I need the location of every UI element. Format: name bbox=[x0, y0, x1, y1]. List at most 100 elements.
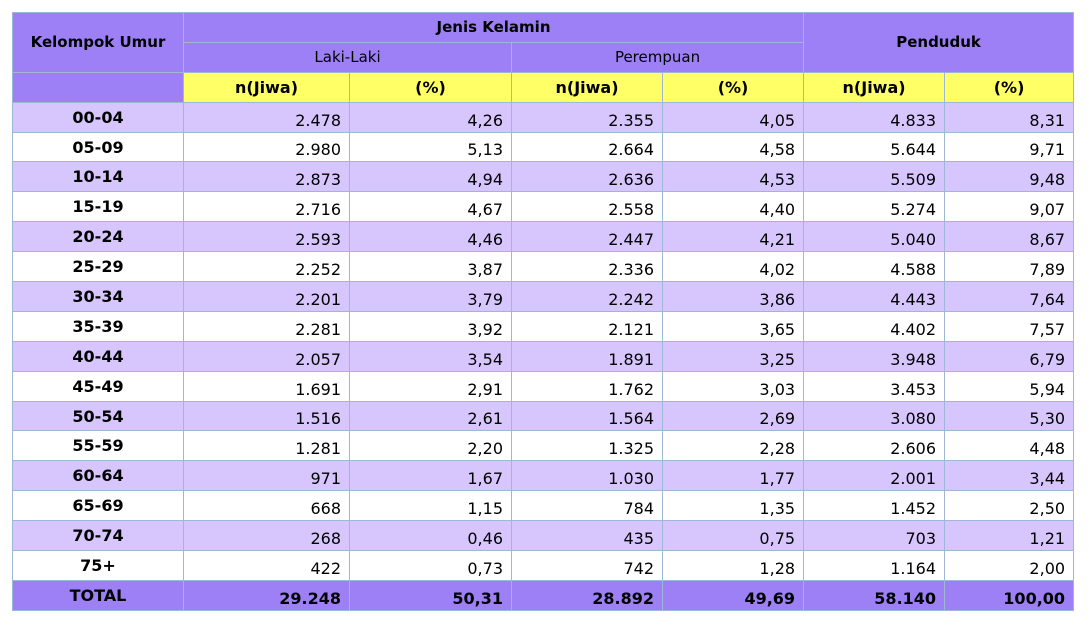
value-cell: 9,07 bbox=[944, 191, 1075, 223]
value-cell: 1.564 bbox=[511, 400, 663, 432]
value-cell: 1,15 bbox=[349, 490, 512, 522]
table-row: 35-39 2.281 3,92 2.121 3,65 4.402 7,57 bbox=[12, 310, 1075, 342]
header-cell bbox=[12, 71, 184, 103]
value-cell: 0,73 bbox=[349, 550, 512, 581]
age-group-cell: 45-49 bbox=[12, 370, 184, 402]
age-group-cell: 30-34 bbox=[12, 281, 184, 312]
value-cell: 268 bbox=[183, 520, 350, 552]
age-group-cell: 70-74 bbox=[12, 520, 184, 552]
value-cell: 5.509 bbox=[803, 161, 946, 193]
value-cell: 8,67 bbox=[944, 221, 1075, 253]
value-cell: 2,00 bbox=[944, 550, 1075, 581]
value-cell: 3,87 bbox=[349, 251, 512, 283]
age-group-cell: 20-24 bbox=[12, 221, 184, 253]
value-cell: 3.453 bbox=[803, 370, 946, 402]
value-cell: 2.664 bbox=[511, 131, 663, 163]
sub-header-cell: (%) bbox=[661, 71, 805, 103]
value-cell: 1.281 bbox=[183, 430, 350, 462]
value-cell: 2.242 bbox=[511, 281, 663, 312]
value-cell: 1.516 bbox=[183, 400, 350, 432]
value-cell: 6,79 bbox=[944, 340, 1075, 372]
table-row: 65-69 668 1,15 784 1,35 1.452 2,50 bbox=[12, 490, 1075, 522]
table-row: 30-34 2.201 3,79 2.242 3,86 4.443 7,64 bbox=[12, 281, 1075, 312]
total-cell: 49,69 bbox=[661, 579, 805, 611]
value-cell: 4,53 bbox=[661, 161, 805, 193]
value-cell: 668 bbox=[183, 490, 350, 522]
total-cell: 58.140 bbox=[803, 579, 946, 611]
table-row: 05-09 2.980 5,13 2.664 4,58 5.644 9,71 bbox=[12, 131, 1075, 163]
sub-header-cell: (%) bbox=[349, 71, 512, 103]
value-cell: 4,46 bbox=[349, 221, 512, 253]
value-cell: 1,35 bbox=[661, 490, 805, 522]
table-row: 45-49 1.691 2,91 1.762 3,03 3.453 5,94 bbox=[12, 370, 1075, 402]
table-row: 15-19 2.716 4,67 2.558 4,40 5.274 9,07 bbox=[12, 191, 1075, 223]
value-cell: 9,48 bbox=[944, 161, 1075, 193]
value-cell: 4,05 bbox=[661, 101, 805, 133]
table-row: 00-04 2.478 4,26 2.355 4,05 4.833 8,31 bbox=[12, 101, 1075, 133]
value-cell: 1,21 bbox=[944, 520, 1075, 552]
value-cell: 703 bbox=[803, 520, 946, 552]
total-row: TOTAL 29.248 50,31 28.892 49,69 58.140 100,00 bbox=[12, 579, 1075, 611]
value-cell: 5.274 bbox=[803, 191, 946, 223]
value-cell: 7,89 bbox=[944, 251, 1075, 283]
value-cell: 742 bbox=[511, 550, 663, 581]
value-cell: 1.030 bbox=[511, 460, 663, 492]
value-cell: 1.325 bbox=[511, 430, 663, 462]
table-row: 70-74 268 0,46 435 0,75 703 1,21 bbox=[12, 520, 1075, 552]
value-cell: 1.452 bbox=[803, 490, 946, 522]
value-cell: 4.833 bbox=[803, 101, 946, 133]
age-group-cell: 75+ bbox=[12, 550, 184, 581]
value-cell: 2.980 bbox=[183, 131, 350, 163]
table-row: 25-29 2.252 3,87 2.336 4,02 4.588 7,89 bbox=[12, 251, 1075, 283]
total-label: TOTAL bbox=[12, 579, 184, 611]
value-cell: 3,03 bbox=[661, 370, 805, 402]
table-row: 75+ 422 0,73 742 1,28 1.164 2,00 bbox=[12, 550, 1075, 581]
value-cell: 2,91 bbox=[349, 370, 512, 402]
value-cell: 2.478 bbox=[183, 101, 350, 133]
value-cell: 1.691 bbox=[183, 370, 350, 402]
value-cell: 4.588 bbox=[803, 251, 946, 283]
sub-header-cell: n(Jiwa) bbox=[511, 71, 663, 103]
value-cell: 2.606 bbox=[803, 430, 946, 462]
value-cell: 2.636 bbox=[511, 161, 663, 193]
value-cell: 4,67 bbox=[349, 191, 512, 223]
value-cell: 4,48 bbox=[944, 430, 1075, 462]
value-cell: 2,28 bbox=[661, 430, 805, 462]
age-group-cell: 15-19 bbox=[12, 191, 184, 223]
value-cell: 2.057 bbox=[183, 340, 350, 372]
value-cell: 1.891 bbox=[511, 340, 663, 372]
total-cell: 50,31 bbox=[349, 579, 512, 611]
total-cell: 28.892 bbox=[511, 579, 663, 611]
value-cell: 4.402 bbox=[803, 310, 946, 342]
value-cell: 2.873 bbox=[183, 161, 350, 193]
value-cell: 435 bbox=[511, 520, 663, 552]
header-cell: Jenis Kelamin bbox=[182, 12, 805, 43]
sub-header-cell: n(Jiwa) bbox=[803, 71, 946, 103]
header-cell: Laki-Laki bbox=[183, 41, 512, 73]
value-cell: 2.121 bbox=[511, 310, 663, 342]
age-group-cell: 55-59 bbox=[12, 430, 184, 462]
value-cell: 5,30 bbox=[944, 400, 1075, 432]
value-cell: 2.447 bbox=[511, 221, 663, 253]
value-cell: 2,20 bbox=[349, 430, 512, 462]
age-group-cell: 25-29 bbox=[12, 251, 184, 283]
table-row: 55-59 1.281 2,20 1.325 2,28 2.606 4,48 bbox=[12, 430, 1075, 462]
age-group-cell: 00-04 bbox=[12, 101, 184, 133]
age-group-cell: 50-54 bbox=[12, 400, 184, 432]
value-cell: 2.281 bbox=[183, 310, 350, 342]
value-cell: 2,69 bbox=[661, 400, 805, 432]
value-cell: 8,31 bbox=[944, 101, 1075, 133]
value-cell: 784 bbox=[511, 490, 663, 522]
table-row: 10-14 2.873 4,94 2.636 4,53 5.509 9,48 bbox=[12, 161, 1075, 193]
value-cell: 3,54 bbox=[349, 340, 512, 372]
value-cell: 0,75 bbox=[661, 520, 805, 552]
value-cell: 4,58 bbox=[661, 131, 805, 163]
age-group-cell: 40-44 bbox=[12, 340, 184, 372]
value-cell: 4.443 bbox=[803, 281, 946, 312]
header-cell: Penduduk bbox=[803, 12, 1075, 73]
value-cell: 1.762 bbox=[511, 370, 663, 402]
value-cell: 4,40 bbox=[661, 191, 805, 223]
value-cell: 3.080 bbox=[803, 400, 946, 432]
value-cell: 971 bbox=[183, 460, 350, 492]
